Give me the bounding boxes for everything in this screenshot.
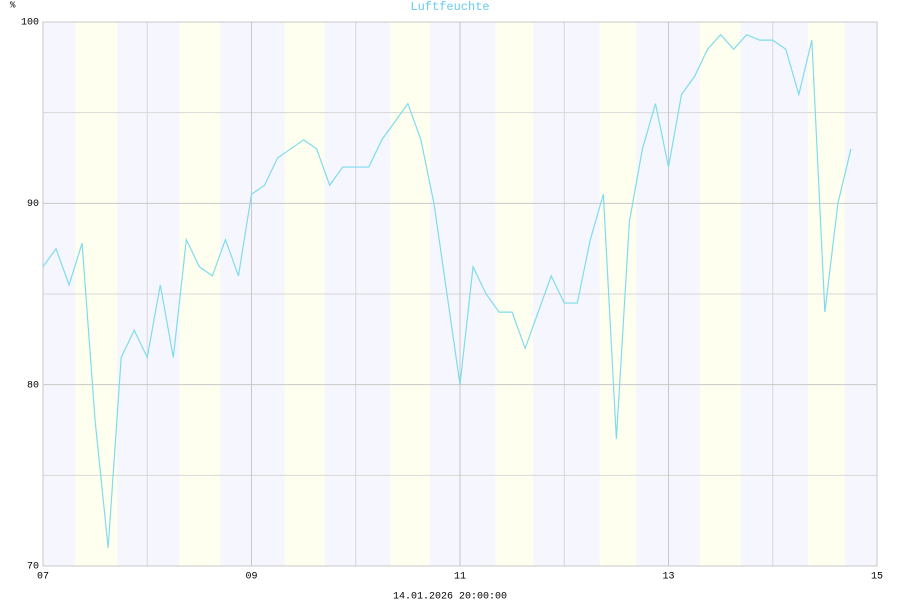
y-tick-label: 80: [27, 380, 39, 391]
data-line: [42, 33, 852, 548]
x-tick-label: 07: [37, 572, 49, 583]
chart-title: Luftfeuchte: [410, 0, 489, 14]
x-tick-label: 15: [871, 572, 883, 583]
y-tick-label: 70: [27, 562, 39, 573]
y-unit: %: [10, 0, 16, 10]
x-tick-label: 11: [454, 572, 466, 583]
x-axis-label: 14.01.2026 20:00:00: [393, 592, 507, 600]
x-tick-label: 13: [662, 572, 674, 583]
plot-frame: [42, 21, 878, 567]
x-tick-label: 09: [245, 572, 257, 583]
y-tick-label: 90: [27, 199, 39, 210]
y-tick-label: 100: [21, 18, 39, 29]
